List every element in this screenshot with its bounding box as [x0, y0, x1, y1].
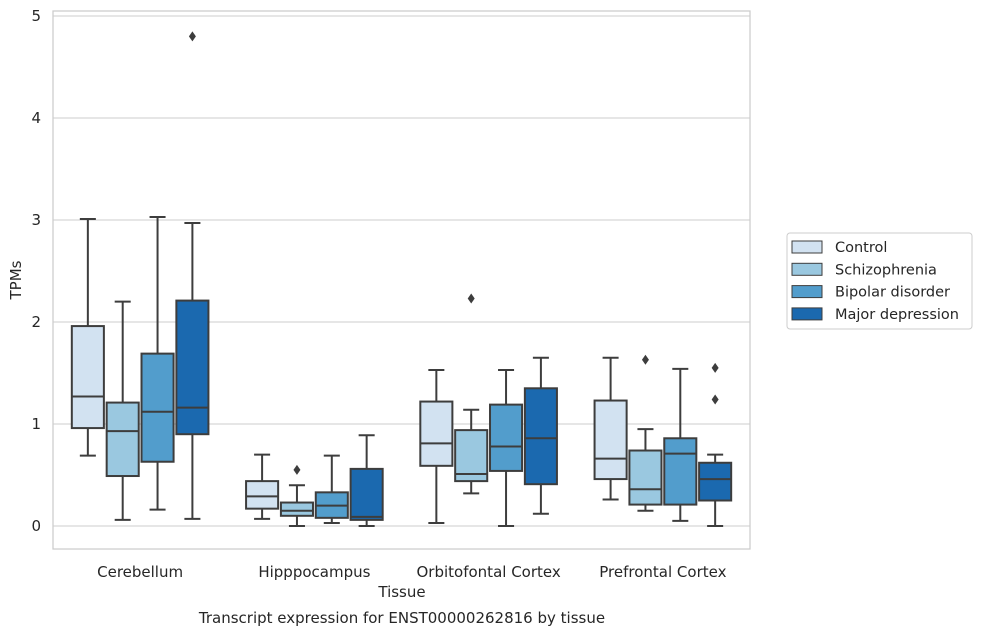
box-control: [70, 217, 105, 457]
box-iqr: [70, 325, 105, 430]
box-bipolar-disorder: [140, 215, 175, 511]
y-tick-labels: 0 1 2 3 4 5: [31, 7, 41, 535]
legend-label: Bipolar disorder: [835, 285, 950, 301]
legend: Control Schizophrenia Bipolar disorder Majo…: [786, 232, 973, 330]
plot-frame: [52, 10, 751, 550]
outlier-point: [641, 354, 649, 365]
box-iqr: [698, 461, 733, 502]
box-schizophrenia: [105, 300, 140, 521]
box-iqr: [523, 387, 558, 486]
y-tick-label: 5: [31, 7, 41, 25]
outlier-point: [188, 31, 196, 42]
y-tick-label: 1: [31, 415, 41, 433]
box-iqr: [245, 480, 280, 510]
legend-label: Schizophrenia: [835, 262, 937, 278]
y-tick-label: 3: [31, 211, 41, 229]
legend-label: Major depression: [835, 307, 959, 323]
x-tick-label: Hipppocampus: [258, 563, 370, 581]
box-iqr: [279, 501, 314, 517]
box-schizophrenia: [454, 293, 489, 495]
legend-swatch: [791, 285, 823, 299]
x-axis-label: Tissue: [377, 583, 425, 601]
box-bipolar-disorder: [489, 368, 524, 527]
box-bipolar-disorder: [314, 454, 349, 524]
x-tick-labels: Cerebellum Hipppocampus Orbitofontal Corte…: [97, 563, 726, 581]
y-tick-label: 4: [31, 109, 41, 127]
box-iqr: [663, 437, 698, 506]
y-tick-label: 0: [31, 517, 41, 535]
legend-swatch: [791, 307, 823, 321]
x-tick-label: Cerebellum: [97, 563, 183, 581]
chart-caption: Transcript expression for ENST0000026281…: [198, 609, 605, 627]
box-iqr: [175, 299, 210, 436]
box-bipolar-disorder: [663, 367, 698, 522]
outlier-point: [711, 394, 719, 405]
x-tick-label: Orbitofontal Cortex: [417, 563, 561, 581]
box-iqr: [140, 352, 175, 463]
box-iqr: [628, 449, 663, 506]
box-control: [419, 368, 454, 524]
outlier-point: [711, 362, 719, 373]
outlier-point: [467, 293, 475, 304]
box-iqr: [489, 403, 524, 472]
legend-swatch: [791, 262, 823, 276]
x-tick-label: Prefrontal Cortex: [599, 563, 726, 581]
box-iqr: [593, 399, 628, 481]
box-iqr: [454, 429, 489, 483]
box-schizophrenia: [628, 354, 663, 512]
box-iqr: [349, 467, 384, 521]
outlier-point: [293, 464, 301, 475]
box-series-layer: [70, 31, 733, 527]
box-major-depression: [349, 434, 384, 527]
box-iqr: [419, 400, 454, 467]
legend-label: Control: [835, 240, 887, 256]
box-control: [245, 453, 280, 520]
box-major-depression: [175, 31, 210, 520]
box-major-depression: [523, 356, 558, 515]
y-tick-label: 2: [31, 313, 41, 331]
legend-swatch: [791, 240, 823, 254]
y-axis-label: TPMs: [7, 260, 25, 300]
box-major-depression: [698, 362, 733, 527]
box-control: [593, 356, 628, 501]
box-schizophrenia: [279, 464, 314, 527]
legend-frame: [786, 232, 973, 330]
box-iqr: [105, 401, 140, 478]
